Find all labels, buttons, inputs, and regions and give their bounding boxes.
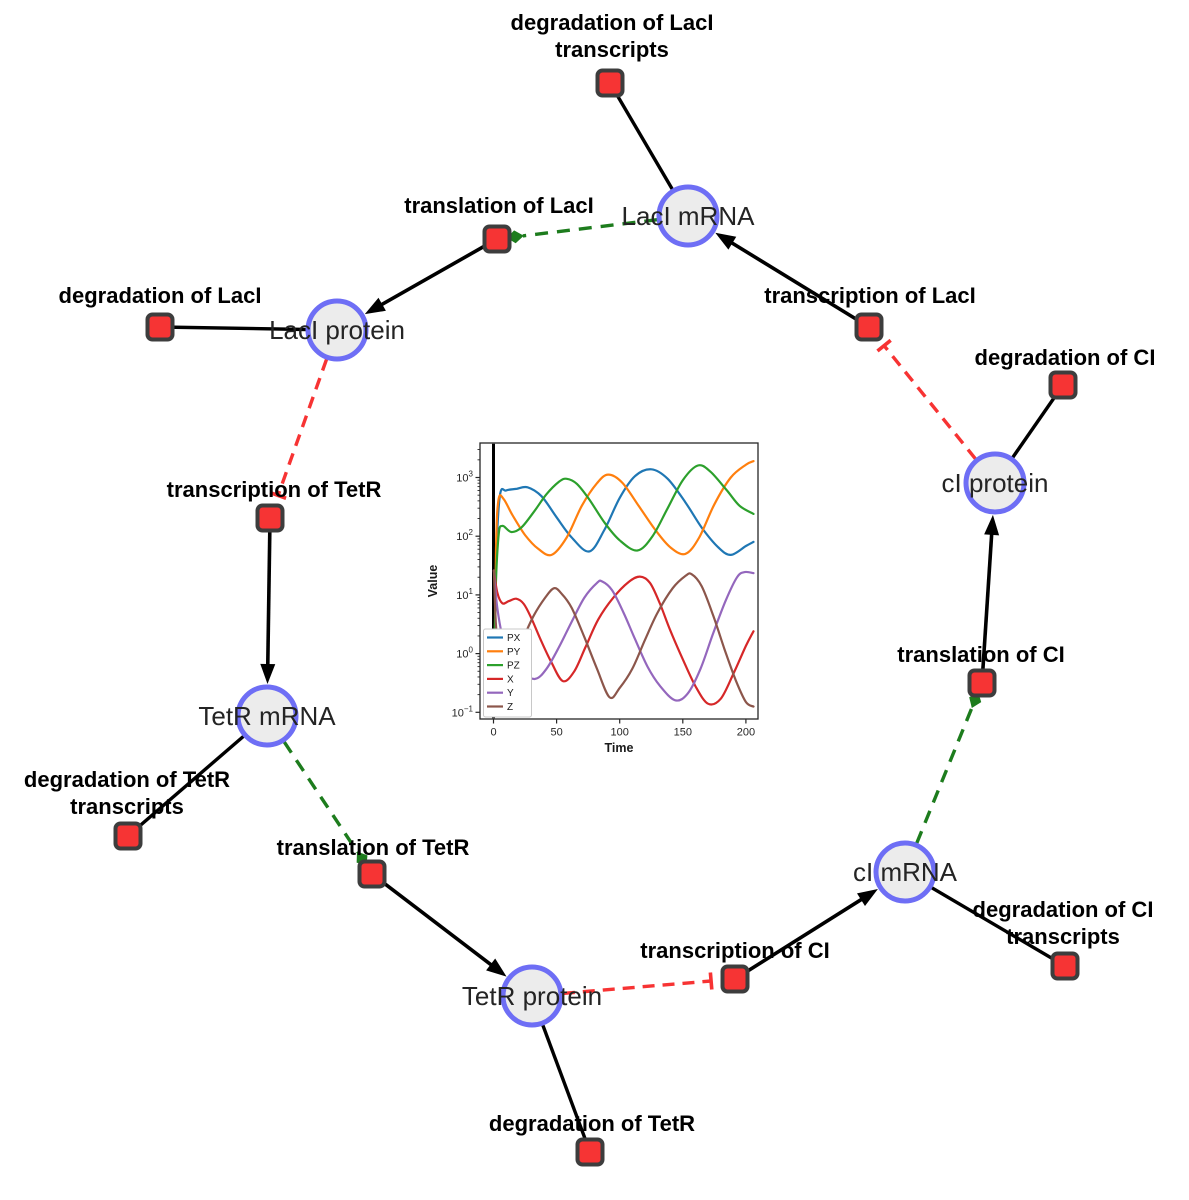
reaction-label-deg-tetr: degradation of TetR <box>489 1111 695 1136</box>
edge-production-translation-laci-to-laci-protein-arrowhead <box>364 297 386 315</box>
reaction-label-deg-laci: degradation of LacI <box>59 283 262 308</box>
reaction-label-deg-laci-transcripts: transcripts <box>555 37 669 62</box>
edge-production-translation-ci-to-ci-protein <box>980 526 994 684</box>
edge-production-translation-tetr-to-tetr-protein-arrowhead <box>486 958 507 977</box>
reaction-node-deg-ci-transcripts[interactable] <box>1050 951 1080 981</box>
species-label-tetr-protein: TetR protein <box>462 981 602 1011</box>
species-label-laci-protein: LacI protein <box>269 315 405 345</box>
reaction-label-translation-ci: translation of CI <box>897 642 1064 667</box>
reaction-label-transcription-ci: transcription of CI <box>640 938 829 963</box>
species-label-tetr-mrna: TetR mRNA <box>198 701 336 731</box>
edge-production-transcription-ci-to-ci-mrna-arrowhead <box>856 889 878 907</box>
species-label-laci-mrna: LacI mRNA <box>622 201 756 231</box>
reaction-label-deg-ci-transcripts: transcripts <box>1006 924 1120 949</box>
series-line-X <box>492 569 755 706</box>
chart-background <box>418 431 771 772</box>
inset-chart: 0 50 100 150 200 103 102 101 100 10−1 Time Value PX P… <box>418 431 771 772</box>
edge-production-translation-tetr-to-tetr-protein <box>370 872 499 971</box>
edge-production-transcription-ci-to-ci-mrna <box>734 893 869 981</box>
edge-consumption-ci-mrna-to-deg-ci-transcripts <box>930 885 1066 968</box>
reaction-node-transcription-ci[interactable] <box>720 964 750 994</box>
reaction-node-transcription-tetr[interactable] <box>255 503 285 533</box>
x-tick-label: 200 <box>737 727 755 739</box>
edge-production-transcription-tetr-to-tetr-mrna-arrowhead <box>260 663 276 685</box>
edge-consumption-tetr-protein-to-deg-tetr <box>540 1023 592 1153</box>
reaction-node-translation-ci[interactable] <box>967 668 997 698</box>
y-tick-label: 101 <box>456 587 473 602</box>
reaction-node-transcription-laci[interactable] <box>854 312 884 342</box>
reaction-node-deg-laci-transcripts[interactable] <box>595 68 625 98</box>
reaction-label-transcription-laci: transcription of LacI <box>764 283 975 308</box>
reaction-label-translation-laci: translation of LacI <box>404 193 593 218</box>
legend-item-label: Z <box>507 702 513 713</box>
edge-inhibition-laci-protein-to-transcription-tetr <box>276 358 329 496</box>
reaction-node-translation-laci[interactable] <box>482 224 512 254</box>
edge-modifier-tetr-mrna-to-translation-tetr <box>282 740 360 854</box>
y-tick-label: 103 <box>456 470 473 485</box>
reaction-node-deg-tetr[interactable] <box>575 1137 605 1167</box>
edge-inhibition-laci-protein-to-transcription-tetr-tbar-head <box>269 490 287 500</box>
y-tick-label: 10−1 <box>452 704 474 719</box>
reaction-label-translation-tetr: translation of TetR <box>277 835 470 860</box>
series-line-PZ <box>493 464 755 714</box>
y-tick-label: 100 <box>456 646 473 661</box>
chart-frame <box>479 442 759 720</box>
reaction-node-deg-tetr-transcripts[interactable] <box>113 821 143 851</box>
y-tick-label: 102 <box>456 528 473 543</box>
edge-modifier-laci-mrna-to-translation-laci <box>522 218 658 238</box>
labels-layer: degradation of LacItranscriptstranslatio… <box>24 10 1156 1136</box>
nodes-layer <box>113 68 1080 1167</box>
series-line-PY <box>493 460 755 714</box>
reaction-label-deg-tetr-transcripts: transcripts <box>70 794 184 819</box>
edge-inhibition-ci-protein-to-transcription-laci-tbar-head <box>876 338 892 353</box>
species-label-ci-mrna: cI mRNA <box>853 857 958 887</box>
x-tick-label: 50 <box>550 727 562 739</box>
reaction-label-deg-ci-transcripts: degradation of CI <box>973 897 1154 922</box>
species-node-ci-mrna[interactable] <box>873 840 937 904</box>
edge-production-transcription-laci-to-laci-mrna-arrowhead <box>715 232 737 250</box>
edge-consumption-tetr-mrna-to-deg-tetr-transcripts <box>126 734 246 838</box>
species-node-tetr-protein[interactable] <box>500 964 564 1028</box>
species-node-laci-mrna[interactable] <box>656 184 720 248</box>
legend-item-label: PZ <box>507 661 520 672</box>
x-tick-label: 100 <box>611 727 629 739</box>
reaction-label-deg-laci-transcripts: degradation of LacI <box>511 10 714 35</box>
edge-production-translation-laci-to-laci-protein <box>374 237 498 310</box>
reaction-node-translation-tetr[interactable] <box>357 859 387 889</box>
edge-inhibition-tetr-protein-to-transcription-ci-tbar-head <box>708 972 714 990</box>
species-node-laci-protein[interactable] <box>305 298 369 362</box>
edge-inhibition-ci-protein-to-transcription-laci <box>882 344 977 460</box>
species-label-ci-protein: cI protein <box>942 468 1049 498</box>
species-node-ci-protein[interactable] <box>963 451 1027 515</box>
y-axis-title: Value <box>426 565 440 598</box>
edge-consumption-laci-mrna-to-deg-laci-transcripts <box>608 82 675 191</box>
edge-production-transcription-tetr-to-tetr-mrna <box>265 517 272 673</box>
edge-inhibition-tetr-protein-to-transcription-ci <box>562 979 712 996</box>
x-tick-label: 0 <box>490 727 496 739</box>
edge-production-transcription-laci-to-laci-mrna <box>724 237 870 329</box>
legend-item-label: PX <box>507 633 521 644</box>
x-axis-title: Time <box>605 741 634 755</box>
species-node-tetr-mrna[interactable] <box>235 684 299 748</box>
legend-item-label: PY <box>507 647 521 658</box>
edge-consumption-laci-protein-to-deg-laci <box>159 325 308 332</box>
x-tick-label: 150 <box>674 727 692 739</box>
reaction-node-deg-ci[interactable] <box>1048 370 1078 400</box>
legend-item-label: Y <box>507 688 514 699</box>
edge-modifier-ci-mrna-to-translation-ci <box>915 706 974 844</box>
series-line-PX <box>493 468 755 709</box>
reaction-label-deg-ci: degradation of CI <box>975 345 1156 370</box>
edge-production-translation-ci-to-ci-protein-arrowhead <box>984 514 1000 536</box>
reaction-node-deg-laci[interactable] <box>145 312 175 342</box>
reaction-label-deg-tetr-transcripts: degradation of TetR <box>24 767 230 792</box>
legend-item-label: X <box>507 674 514 685</box>
reaction-label-transcription-tetr: transcription of TetR <box>167 477 382 502</box>
